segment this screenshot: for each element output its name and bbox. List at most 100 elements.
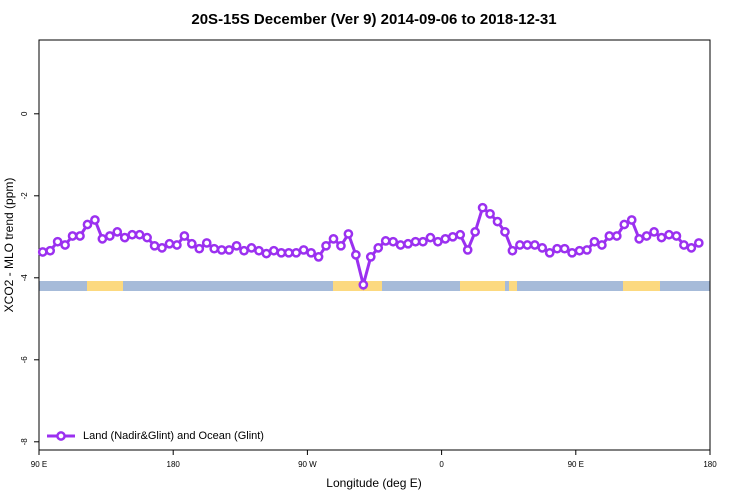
point [485,208,495,219]
point [470,227,480,237]
point [589,236,600,247]
land-band [333,281,382,291]
point [224,245,234,255]
legend-marker [56,431,66,441]
point [410,236,421,247]
land-band [623,281,660,291]
point [597,240,607,250]
point [686,243,697,253]
point [37,247,48,257]
point [209,243,220,254]
point [358,279,369,290]
x-tick-label: 90 W [298,460,317,469]
point [693,238,704,248]
x-tick-label: 90 E [568,460,584,469]
point [611,231,622,241]
point [403,238,413,249]
point [97,234,108,244]
point [567,247,577,258]
point [186,238,197,249]
point [671,231,682,241]
point [343,229,354,239]
point [500,227,510,237]
point [582,245,592,255]
point [626,215,637,225]
point [313,252,324,262]
point [164,238,175,249]
point [455,229,466,240]
surface-strip [39,281,710,291]
point [619,219,630,230]
point [395,240,406,250]
point [388,236,398,247]
point [679,240,689,250]
point [149,240,160,251]
y-axis-label: XCO2 - MLO trend (ppm) [2,178,16,313]
point [328,234,339,244]
point [552,243,563,254]
point [649,227,659,237]
point [641,231,652,241]
point [157,243,167,253]
point [515,240,525,250]
point [537,243,548,253]
point [119,232,130,243]
plot-frame [38,39,711,451]
point [112,227,123,237]
point [67,231,78,241]
point [306,247,316,258]
point [507,245,518,256]
point [60,240,70,250]
point [604,231,615,241]
x-tick-label: 180 [703,460,717,469]
point [261,248,272,259]
point [239,245,249,256]
point [522,240,533,250]
land-band [87,281,123,291]
point [142,232,152,243]
point [336,240,346,251]
point [201,238,212,248]
y-tick-label: 0 [20,111,29,116]
point [134,229,145,240]
y-tick-label: -8 [20,438,29,446]
y-tick-label: -6 [20,356,29,364]
point [544,247,555,258]
point [425,232,436,243]
point [477,202,488,213]
point [351,249,361,260]
point [321,240,331,251]
point [656,232,667,243]
point [559,243,570,254]
point [291,247,302,258]
point [269,245,279,256]
land-band [460,281,505,291]
point [664,229,674,240]
point [418,236,428,247]
y-tick-label: -4 [20,274,29,282]
x-axis-label: Longitude (deg E) [326,476,421,490]
point [104,231,115,241]
x-tick-label: 180 [167,460,181,469]
point [298,245,309,255]
point [179,231,190,241]
point [194,243,205,254]
point [433,236,443,247]
point [246,243,257,253]
land-band [509,281,517,291]
point [276,247,287,258]
point [216,245,227,255]
point [380,236,391,246]
point [634,234,645,244]
point [462,245,473,255]
point [529,240,540,250]
point [127,229,138,240]
point [447,231,458,242]
point [75,231,85,241]
point [52,236,63,247]
y-tick-label: -2 [20,192,29,200]
point [90,215,100,225]
point [283,247,294,258]
point [574,245,585,256]
